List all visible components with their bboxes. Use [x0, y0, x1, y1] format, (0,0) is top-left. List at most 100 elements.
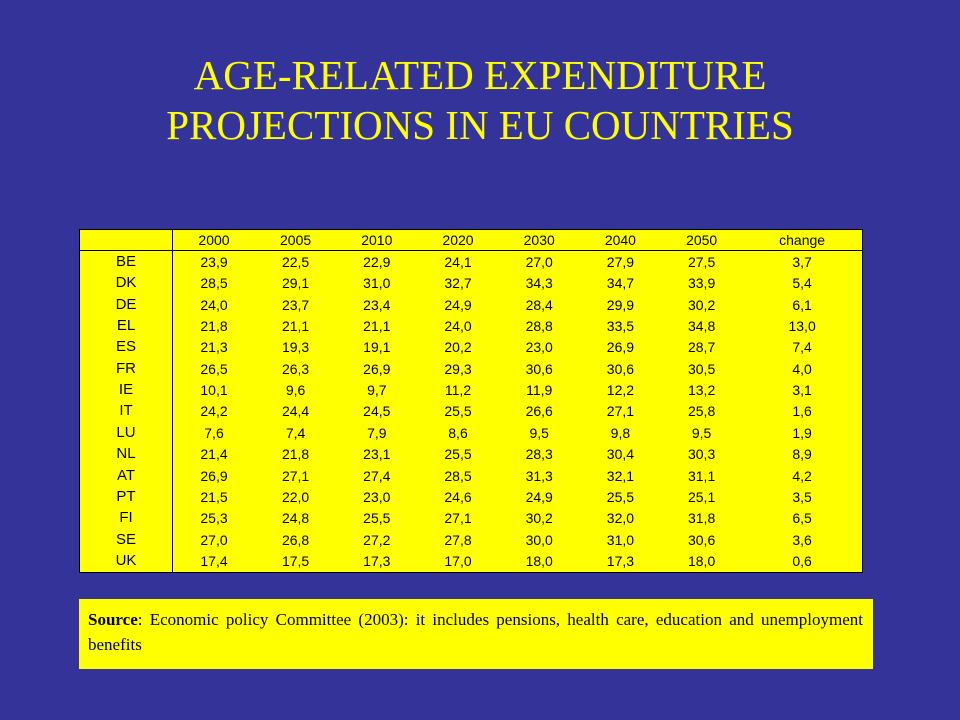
table-cell: 11,2: [444, 382, 472, 399]
table-cell: 26,3: [281, 360, 310, 377]
table-cell: 34,8: [687, 317, 716, 334]
table-cell: 21,1: [363, 317, 391, 334]
table-cell: 26,9: [606, 339, 635, 356]
table-cell: 7,9: [367, 424, 387, 441]
table-cell: 23,0: [363, 488, 391, 505]
table-cell: 29,3: [444, 360, 472, 377]
table-cell: 24,6: [444, 488, 472, 505]
table-cell: 27,2: [363, 531, 391, 548]
table-cell: 17,5: [281, 553, 310, 570]
table-cell: 23,4: [363, 296, 391, 313]
country-code: DE: [80, 293, 173, 316]
table-cell: 31,1: [687, 467, 716, 484]
table-cell: 1,9: [792, 424, 812, 441]
table-cell: 17,3: [363, 553, 391, 570]
table-cell: 23,1: [363, 446, 391, 463]
table-cell: 30,2: [687, 296, 716, 313]
table-cell: 32,7: [444, 275, 472, 292]
table-cell: 31,0: [606, 531, 635, 548]
table-cell: 32,1: [606, 467, 635, 484]
table-cell: 30,3: [687, 446, 716, 463]
column-header: 2010: [361, 232, 393, 248]
table-header-row: 2000 2005 2010 2020 2030 2040 2050 chang…: [80, 230, 862, 251]
table-cell: 28,5: [200, 275, 228, 292]
table-cell: 17,4: [200, 553, 228, 570]
table-cell: 27,5: [687, 253, 716, 270]
table-cell: 24,8: [281, 510, 310, 527]
table-cell: 13,2: [687, 382, 716, 399]
expenditure-table: 2000 2005 2010 2020 2030 2040 2050 chang…: [80, 230, 862, 572]
table-cell: 7,6: [204, 424, 224, 441]
table-cell: 4,0: [792, 360, 812, 377]
country-code: SE: [80, 529, 173, 551]
table-row: DE 24,0 23,7 23,4 24,9 28,4 29,9 30,2 6,1: [80, 293, 862, 316]
table-cell: 28,7: [687, 339, 716, 356]
table-row: IT 24,2 24,4 24,5 25,5 26,6 27,1 25,8 1,6: [80, 400, 862, 423]
table-cell: 3,6: [792, 531, 812, 548]
column-header: 2030: [523, 232, 555, 248]
table-row: NL 21,4 21,8 23,1 25,5 28,3 30,4 30,3 8,9: [80, 443, 862, 465]
table-cell: 26,6: [525, 403, 553, 420]
country-code: UK: [80, 550, 173, 572]
table-cell: 27,1: [281, 467, 310, 484]
table-row: LU 7,6 7,4 7,9 8,6 9,5 9,8 9,5 1,9: [80, 422, 862, 444]
table-cell: 32,0: [606, 510, 635, 527]
country-code: DK: [80, 272, 173, 294]
table-cell: 8,9: [792, 446, 812, 463]
table-cell: 9,5: [529, 424, 549, 441]
table-cell: 29,9: [606, 296, 635, 313]
table-cell: 30,6: [606, 360, 635, 377]
table-cell: 33,5: [606, 317, 635, 334]
country-code: IT: [80, 400, 173, 423]
column-header: 2005: [280, 232, 312, 248]
source-note: Source: Economic policy Committee (2003)…: [79, 599, 873, 669]
table-cell: 24,4: [281, 403, 310, 420]
table-cell: 25,5: [363, 510, 391, 527]
table-cell: 30,2: [525, 510, 553, 527]
table-cell: 19,3: [281, 339, 310, 356]
table-cell: 25,5: [606, 488, 635, 505]
table-cell: 24,5: [363, 403, 391, 420]
table-cell: 1,6: [792, 403, 812, 420]
table-cell: 31,3: [525, 467, 553, 484]
column-header: 2040: [604, 232, 636, 248]
table-cell: 7,4: [792, 339, 812, 356]
table-cell: 9,8: [610, 424, 631, 441]
table-cell: 20,2: [444, 339, 472, 356]
source-text: : Economic policy Committee (2003): it i…: [88, 610, 863, 654]
table-cell: 25,8: [687, 403, 716, 420]
table-cell: 13,0: [788, 317, 816, 334]
table-cell: 21,1: [281, 317, 310, 334]
table-cell: 25,5: [444, 403, 472, 420]
table-cell: 34,7: [606, 275, 635, 292]
expenditure-table-panel: 2000 2005 2010 2020 2030 2040 2050 chang…: [79, 229, 863, 573]
table-cell: 31,8: [687, 510, 716, 527]
table-cell: 23,9: [200, 253, 228, 270]
table-cell: 28,5: [444, 467, 472, 484]
table-row: DK 28,5 29,1 31,0 32,7 34,3 34,7 33,9 5,4: [80, 272, 862, 294]
table-cell: 11,9: [526, 382, 553, 399]
table-cell: 22,5: [281, 253, 310, 270]
table-cell: 9,7: [367, 382, 387, 399]
title-line-1: AGE-RELATED EXPENDITURE: [193, 52, 767, 98]
table-row: ES 21,3 19,3 19,1 20,2 23,0 26,9 28,7 7,4: [80, 336, 862, 359]
table-cell: 9,6: [285, 382, 306, 399]
country-code: EL: [80, 315, 173, 337]
table-cell: 22,0: [281, 488, 310, 505]
table-cell: 19,1: [363, 339, 391, 356]
source-label: Source: [88, 610, 138, 629]
page-title: AGE-RELATED EXPENDITURE PROJECTIONS IN E…: [0, 50, 960, 150]
table-cell: 29,1: [281, 275, 310, 292]
table-cell: 24,1: [444, 253, 472, 270]
country-code: NL: [80, 443, 173, 465]
table-cell: 23,7: [281, 296, 310, 313]
table-row: UK 17,4 17,5 17,3 17,0 18,0 17,3 18,0 0,6: [80, 550, 862, 572]
table-cell: 25,1: [687, 488, 716, 505]
table-cell: 5,4: [792, 275, 812, 292]
table-cell: 27,1: [444, 510, 472, 527]
country-code: IE: [80, 379, 173, 401]
table-cell: 26,9: [200, 467, 228, 484]
table-cell: 28,8: [525, 317, 553, 334]
table-cell: 21,5: [200, 488, 228, 505]
table-cell: 25,5: [444, 446, 472, 463]
